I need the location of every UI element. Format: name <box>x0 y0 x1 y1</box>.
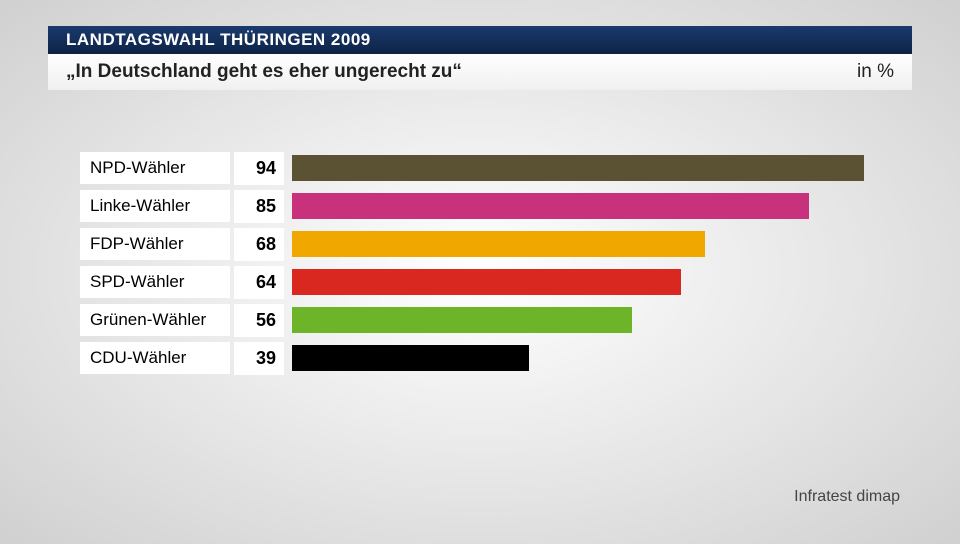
bar <box>292 193 809 219</box>
row-value: 94 <box>234 152 284 185</box>
chart-row: Grünen-Wähler56 <box>80 302 900 338</box>
row-value: 64 <box>234 266 284 299</box>
header-bar: LANDTAGSWAHL THÜRINGEN 2009 <box>48 26 912 54</box>
bar-container <box>292 155 900 181</box>
subtitle-text: „In Deutschland geht es eher ungerecht z… <box>66 61 462 83</box>
unit-text: in % <box>857 61 894 83</box>
bar <box>292 155 864 181</box>
chart-row: NPD-Wähler94 <box>80 150 900 186</box>
bar-container <box>292 269 900 295</box>
row-label: Linke-Wähler <box>80 190 230 222</box>
row-value: 56 <box>234 304 284 337</box>
chart-row: Linke-Wähler85 <box>80 188 900 224</box>
row-value: 68 <box>234 228 284 261</box>
bar-container <box>292 345 900 371</box>
row-label: SPD-Wähler <box>80 266 230 298</box>
bar <box>292 231 705 257</box>
chart-area: NPD-Wähler94Linke-Wähler85FDP-Wähler68SP… <box>80 150 900 378</box>
bar <box>292 269 681 295</box>
bar <box>292 307 632 333</box>
bar-container <box>292 307 900 333</box>
row-value: 39 <box>234 342 284 375</box>
row-label: FDP-Wähler <box>80 228 230 260</box>
chart-row: SPD-Wähler64 <box>80 264 900 300</box>
bar <box>292 345 529 371</box>
chart-row: CDU-Wähler39 <box>80 340 900 376</box>
header-title: LANDTAGSWAHL THÜRINGEN 2009 <box>66 30 371 50</box>
row-label: CDU-Wähler <box>80 342 230 374</box>
row-label: Grünen-Wähler <box>80 304 230 336</box>
subtitle-bar: „In Deutschland geht es eher ungerecht z… <box>48 54 912 90</box>
chart-row: FDP-Wähler68 <box>80 226 900 262</box>
row-label: NPD-Wähler <box>80 152 230 184</box>
bar-container <box>292 231 900 257</box>
bar-container <box>292 193 900 219</box>
row-value: 85 <box>234 190 284 223</box>
source-label: Infratest dimap <box>794 488 900 506</box>
